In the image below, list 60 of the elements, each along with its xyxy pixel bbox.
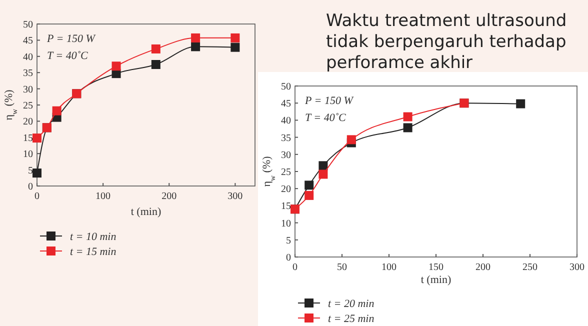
y-tick-label: 10	[23, 149, 33, 160]
annotation: P = 150 W	[46, 33, 96, 45]
y-tick-label: 0	[28, 182, 33, 192]
y-tick-label: 35	[23, 68, 33, 80]
point	[52, 106, 62, 116]
y-tick-label: 30	[281, 150, 291, 161]
legend-label: t = 25 min	[328, 312, 375, 325]
y-tick-label: 20	[281, 184, 291, 196]
y-tick-label: 40	[23, 52, 33, 63]
legend-label: t = 10 min	[70, 230, 117, 243]
x-tick-label: 300	[228, 191, 243, 202]
y-tick-label: 45	[23, 36, 33, 47]
y-tick-label: 35	[281, 132, 291, 144]
point	[191, 33, 200, 42]
point	[318, 161, 328, 170]
y-tick-label: 15	[23, 132, 33, 144]
y-tick-label: 5	[286, 235, 291, 246]
y-tick-label: 40	[281, 116, 291, 127]
point	[32, 134, 42, 143]
x-tick-label: 50	[337, 262, 347, 273]
point	[151, 60, 160, 69]
y-tick-label: 30	[23, 84, 33, 96]
point	[304, 190, 314, 200]
x-tick-label: 200	[476, 262, 490, 273]
point	[403, 112, 412, 122]
point	[403, 123, 412, 132]
annotation: T = 40˚C	[47, 50, 89, 62]
text: Waktu treatment ultrasound tidak berpengaruh terhadap perforamce akhir	[326, 11, 567, 73]
x-tick-label: 100	[96, 191, 111, 202]
annotation: T = 40˚C	[305, 112, 347, 124]
x-tick-label: 300	[570, 262, 584, 273]
point	[516, 99, 526, 108]
y-tick-label: 0	[286, 252, 291, 264]
point	[346, 135, 356, 144]
legend-label: t = 20 min	[328, 298, 375, 310]
x-axis-title: t (min)	[130, 206, 162, 218]
x-axis-title: t (min)	[420, 274, 452, 286]
y-tick-label: 25	[23, 100, 33, 112]
point	[230, 42, 240, 52]
y-tick-label: 50	[23, 20, 33, 30]
y-tick-label: 20	[23, 116, 33, 128]
y-tick-label: 50	[281, 82, 291, 92]
y-tick-label: 5	[28, 165, 33, 176]
y-tick-label: 15	[281, 201, 291, 212]
x-tick-label: 100	[382, 262, 396, 273]
y-tick-label: 45	[281, 98, 291, 110]
point	[112, 62, 121, 71]
y-tick-label: 25	[281, 167, 291, 178]
point	[151, 44, 160, 54]
point	[318, 170, 328, 179]
legend-label: t = 15 min	[70, 246, 117, 258]
y-tick-label: 10	[281, 218, 291, 230]
point	[230, 33, 240, 42]
point	[304, 180, 314, 190]
x-tick-label: 150	[428, 262, 444, 273]
point	[32, 168, 42, 178]
x-tick-label: 200	[162, 191, 177, 202]
point	[191, 42, 200, 52]
annotation: P = 150 W	[304, 95, 354, 107]
x-tick-label: 250	[522, 262, 538, 273]
